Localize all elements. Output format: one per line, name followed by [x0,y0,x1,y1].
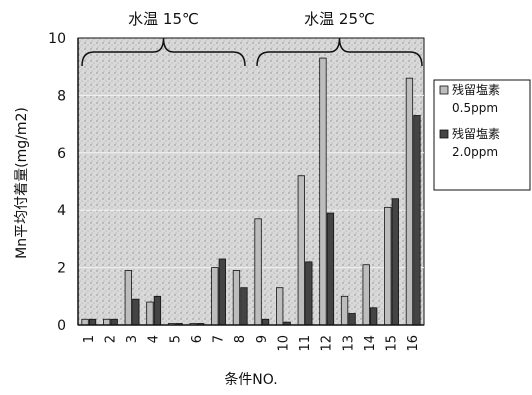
bars [81,57,421,326]
legend-label: 2.0ppm [452,145,498,159]
x-tick-label: 10 [276,335,291,352]
x-tick-label: 16 [406,335,421,352]
y-tick-label: 8 [57,88,66,104]
legend-label: 0.5ppm [452,101,498,115]
group-brace [81,37,246,67]
group-braces: 水温 15℃ 水温 25℃ [81,10,423,67]
bar-series-1-cat-15 [384,206,392,326]
y-tick-label: 4 [57,203,66,219]
x-tick-label: 8 [233,335,248,343]
x-tick-label: 7 [212,335,227,343]
bar-series-2-cat-13 [348,313,356,326]
x-tick-label: 3 [125,335,140,343]
bar-series-1-cat-11 [297,175,305,326]
x-tick-label: 5 [168,335,183,343]
bar-series-2-cat-4 [153,295,162,326]
x-tick-label: 13 [341,335,356,352]
bar-series-2-cat-1 [88,318,97,326]
x-tick-label: 2 [103,335,118,343]
bar-series-1-cat-1 [81,318,89,326]
bar-series-2-cat-7 [218,258,226,326]
x-tick-label: 12 [320,335,335,352]
x-tick-label: 4 [147,335,162,343]
bar-series-2-cat-8 [240,287,248,326]
bar-series-1-cat-10 [276,287,284,326]
bar-series-2-cat-9 [261,318,270,326]
x-tick-label: 14 [363,335,378,352]
group-label: 水温 15℃ [128,10,199,28]
legend-box [433,79,531,191]
bar-series-1-cat-9 [254,218,262,326]
x-tick-label: 6 [190,335,205,343]
bar-series-1-cat-13 [340,295,349,326]
x-axis-title: 条件NO. [224,371,277,388]
x-tick-label: 9 [255,335,270,343]
legend-swatch [439,129,449,139]
bar-series-2-cat-16 [413,115,421,326]
x-tick-label: 11 [298,335,313,352]
bar-series-1-cat-8 [232,270,241,326]
group-label: 水温 25℃ [304,10,375,28]
bar-series-1-cat-4 [146,301,154,326]
bar-series-2-cat-15 [391,198,399,326]
x-tick-label: 1 [82,335,97,343]
bar-series-2-cat-14 [370,307,378,326]
y-tick-label: 6 [57,146,66,162]
axes [77,38,424,326]
legend-label: 残留塩素 [452,82,500,97]
y-tick-label: 2 [57,261,66,277]
y-tick-label: 10 [48,31,66,47]
legend-label: 残留塩素 [452,126,500,141]
y-axis-title: Mn平均付着量(mg/m2) [14,107,30,259]
legend: 残留塩素 0.5ppm 残留塩素 2.0ppm [433,79,531,191]
bar-series-1-cat-14 [362,264,370,326]
bar-series-2-cat-2 [110,318,118,326]
bar-series-2-cat-11 [305,261,313,326]
x-tick-label: 15 [385,335,400,352]
bar-series-1-cat-3 [124,270,132,326]
y-tick-label: 0 [57,318,66,334]
bar-series-1-cat-2 [103,318,111,326]
legend-swatch [439,85,449,95]
bar-series-2-cat-3 [132,298,140,326]
bar-series-2-cat-12 [326,212,335,326]
bar-series-1-cat-12 [319,57,327,326]
bar-series-1-cat-7 [211,267,219,326]
group-brace [256,37,423,67]
bar-series-1-cat-16 [405,77,414,326]
